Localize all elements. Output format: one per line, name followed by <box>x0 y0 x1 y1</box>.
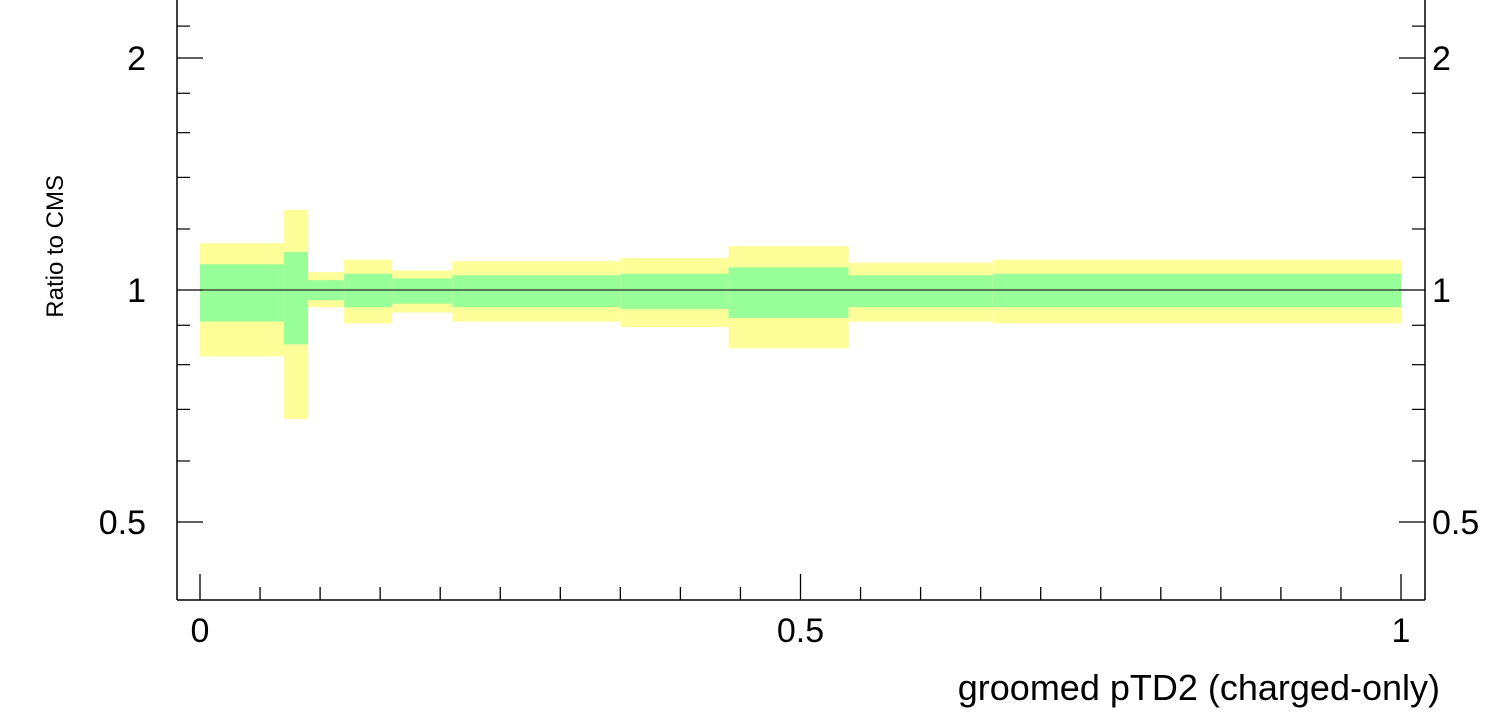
y-tick-label-right: 0.5 <box>1432 504 1479 542</box>
inner-band-bin <box>200 264 285 322</box>
inner-band-bin <box>392 278 453 304</box>
y-tick-label: 2 <box>127 40 146 78</box>
y-tick-label-right: 1 <box>1432 272 1451 310</box>
inner-band-bin <box>452 275 621 308</box>
tick-labels: 0 0.5 1 0.5 0.5 1 1 2 2 <box>99 40 1480 650</box>
uncertainty-bands <box>200 209 1401 420</box>
y-tick-label: 0.5 <box>99 504 146 542</box>
x-tick-label: 1 <box>1392 612 1411 650</box>
x-tick-label: 0 <box>191 612 210 650</box>
x-axis-label: groomed pTD2 (charged-only) <box>958 667 1440 708</box>
x-tick-label: 0.5 <box>777 612 824 650</box>
inner-band-bin <box>848 275 993 308</box>
inner-band-bin <box>728 267 849 318</box>
inner-band-bin <box>620 273 729 309</box>
y-axis-label: Ratio to CMS <box>42 175 69 318</box>
y-tick-label: 1 <box>127 272 146 310</box>
inner-band-bin <box>284 252 309 345</box>
ticks <box>177 25 1425 600</box>
y-tick-label-right: 2 <box>1432 40 1451 78</box>
